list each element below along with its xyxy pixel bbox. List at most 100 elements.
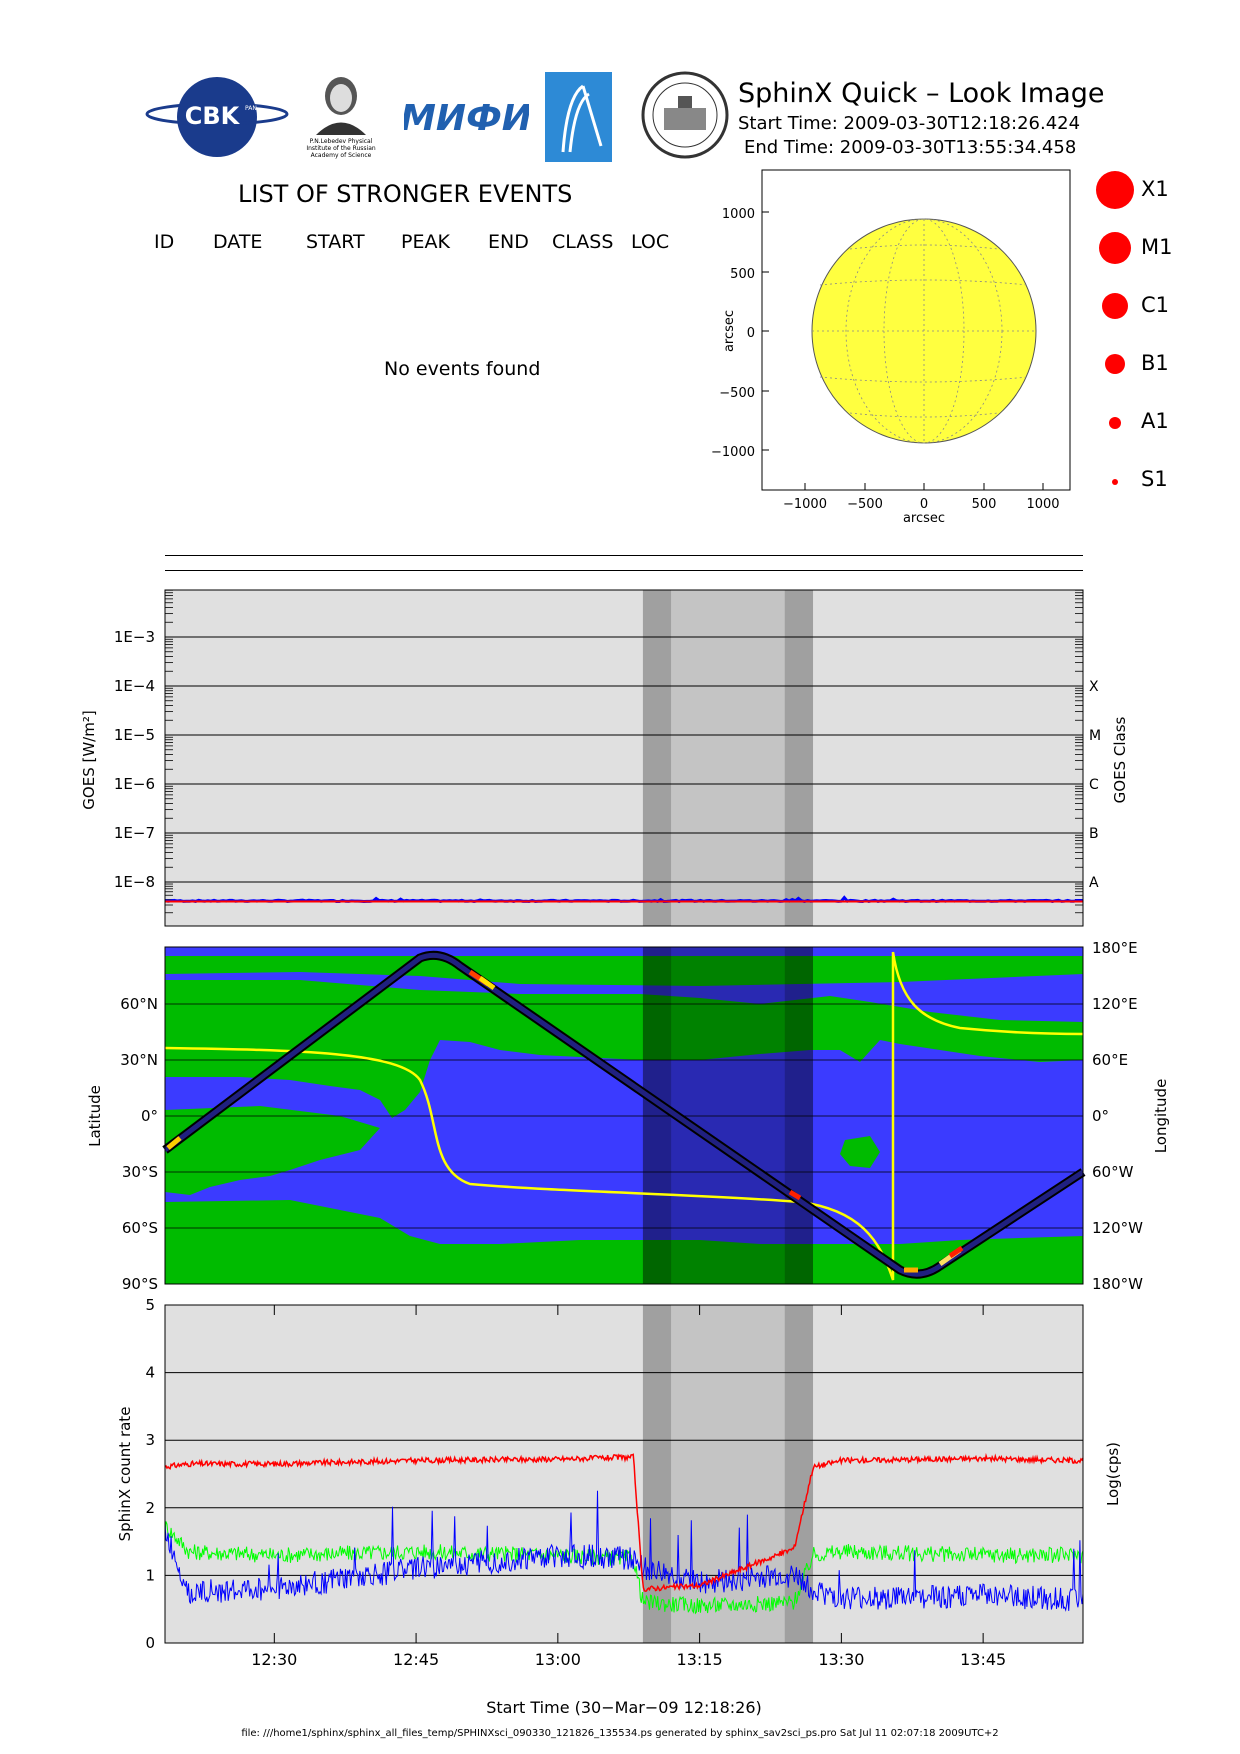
column-header-date: DATE: [213, 231, 263, 253]
sun-xtick-minus1000: −1000: [783, 497, 827, 512]
no-events-message: No events found: [384, 358, 541, 380]
count-ytick-3: 3: [145, 1431, 155, 1449]
goes-panel: 1E−3 1E−4 1E−5 1E−6 1E−7 1E−8 X M C B A …: [80, 589, 1129, 927]
lat-tick-90s: 90°S: [122, 1275, 158, 1293]
lon-tick-0: 0°: [1092, 1107, 1109, 1125]
orbit-hotspots: [166, 969, 964, 1273]
legend-label-c1: C1: [1141, 293, 1170, 317]
count-panel: 0 1 2 3 4 5 12:30 12:45 13:00 13:15 13:30 13:45 Sp…: [116, 1296, 1122, 1717]
separator-line-1: [165, 555, 1083, 556]
lon-tick-120e: 120°E: [1092, 995, 1138, 1013]
column-header-start: START: [306, 231, 365, 253]
legend-label-b1: B1: [1141, 351, 1169, 375]
sun-ytick-minus500: −500: [719, 386, 755, 401]
end-time: End Time: 2009-03-30T13:55:34.458: [744, 137, 1077, 158]
column-header-loc: LOC: [631, 231, 670, 253]
goes-class-m: M: [1089, 728, 1101, 744]
sun-xlabel: arcsec: [903, 511, 945, 526]
svg-text:МИФИ: МИФИ: [404, 98, 529, 139]
legend-marker-m1: [1099, 232, 1131, 264]
land-areas: [165, 956, 1083, 1284]
svg-text:P.N.Lebedev Physical: P.N.Lebedev Physical: [310, 138, 373, 145]
lat-tick-60s: 60°S: [122, 1219, 158, 1237]
file-footer: file: ///home1/sphinx/sphinx_all_files_t…: [241, 1728, 999, 1739]
goes-class-x: X: [1089, 679, 1099, 695]
miphi-logo: МИФИ: [404, 98, 529, 139]
count-line-blue: [164, 1490, 1084, 1612]
goes-ylabel-right: GOES Class: [1111, 716, 1129, 803]
map-shade-1: [642, 947, 672, 1284]
lon-tick-180w: 180°W: [1092, 1275, 1143, 1293]
count-xtick-1330: 13:30: [818, 1650, 864, 1669]
orbit-track-inner: [163, 952, 1085, 1277]
legend-marker-c1: [1102, 293, 1128, 319]
goes-ytick-1e-8: 1E−8: [114, 873, 155, 891]
map-shade-3: [784, 947, 814, 1284]
sun-map: 1000 500 0 −500 −1000 −1000 −500 0 500 1…: [711, 169, 1071, 526]
count-ytick-4: 4: [145, 1364, 155, 1382]
sun-xtick-1000: 1000: [1026, 497, 1059, 512]
legend-label-x1: X1: [1141, 177, 1169, 201]
goes-ytick-1e-3: 1E−3: [114, 628, 155, 646]
legend-marker-b1: [1105, 354, 1125, 374]
solar-grid: [812, 218, 1036, 444]
count-ytick-5: 5: [145, 1296, 155, 1314]
legend-marker-a1: [1109, 417, 1121, 429]
count-ytick-0: 0: [145, 1634, 155, 1652]
sun-ytick-minus1000: −1000: [711, 445, 755, 460]
class-legend-markers: [1096, 171, 1134, 485]
sun-xtick-minus500: −500: [847, 497, 883, 512]
start-time: Start Time: 2009-03-30T12:18:26.424: [738, 113, 1081, 134]
time-series-panels: 1E−3 1E−4 1E−5 1E−6 1E−7 1E−8 X M C B A …: [80, 589, 1170, 1717]
lat-tick-30s: 30°S: [122, 1163, 158, 1181]
sun-xtick-0: 0: [920, 497, 928, 512]
count-line-red: [164, 1452, 1084, 1592]
goes-ytick-1e-7: 1E−7: [114, 824, 155, 842]
sun-ytick-1000: 1000: [722, 207, 755, 222]
goes-class-b: B: [1089, 826, 1099, 842]
comet-logo: [545, 72, 612, 162]
legend-label-a1: A1: [1141, 409, 1169, 433]
count-xtick-1230: 12:30: [251, 1650, 297, 1669]
count-xtick-1345: 13:45: [960, 1650, 1006, 1669]
page-title: SphinX Quick – Look Image: [738, 78, 1105, 109]
svg-text:CBK: CBK: [185, 102, 241, 130]
university-seal-logo: [641, 71, 729, 159]
sun-ytick-0: 0: [747, 326, 755, 341]
lon-tick-120w: 120°W: [1092, 1219, 1143, 1237]
legend-marker-x1: [1096, 171, 1134, 209]
count-xtick-1315: 13:15: [677, 1650, 723, 1669]
count-xtick-1245: 12:45: [393, 1650, 439, 1669]
sun-xtick-500: 500: [972, 497, 997, 512]
cbk-pan-logo: CBK PAN: [145, 77, 289, 157]
goes-shade-1: [642, 590, 672, 926]
count-line-green: [164, 1521, 1084, 1615]
count-ytick-1: 1: [145, 1566, 155, 1584]
count-ylabel-right: Log(cps): [1104, 1442, 1122, 1506]
svg-text:Academy of Science: Academy of Science: [311, 152, 372, 159]
legend-label-m1: M1: [1141, 235, 1173, 259]
map-panel: 60°N 30°N 0° 30°S 60°S 90°S 180°E 120°E …: [86, 939, 1170, 1293]
column-header-end: END: [488, 231, 529, 253]
lat-tick-60n: 60°N: [120, 995, 158, 1013]
sun-ylabel: arcsec: [722, 310, 737, 352]
count-xtick-1300: 13:00: [535, 1650, 581, 1669]
sun-ytick-500: 500: [730, 267, 755, 282]
goes-shade-3: [784, 590, 814, 926]
column-header-id: ID: [154, 231, 175, 253]
sun-map-ticks: [762, 211, 1044, 490]
goes-ytick-1e-5: 1E−5: [114, 726, 155, 744]
longitude-curve: [164, 951, 1084, 1281]
lon-tick-60w: 60°W: [1092, 1163, 1134, 1181]
lon-tick-180e: 180°E: [1092, 939, 1138, 957]
goes-ytick-1e-4: 1E−4: [114, 677, 155, 695]
goes-shade-2: [671, 590, 785, 926]
lat-tick-30n: 30°N: [120, 1051, 158, 1069]
separator-line-2: [165, 570, 1083, 571]
map-shade-2: [671, 947, 785, 1284]
legend-label-s1: S1: [1141, 467, 1168, 491]
svg-text:Institute of the Russian: Institute of the Russian: [306, 145, 376, 152]
count-ylabel: SphinX count rate: [116, 1407, 134, 1542]
lebedev-institute-logo: P.N.Lebedev Physical Institute of the Ru…: [306, 77, 376, 159]
count-xlabel: Start Time (30−Mar−09 12:18:26): [486, 1698, 762, 1717]
